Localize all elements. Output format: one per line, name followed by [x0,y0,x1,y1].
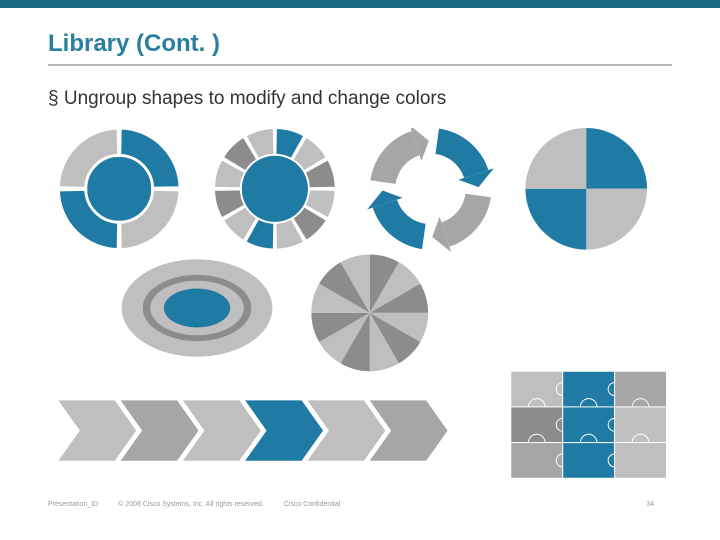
footer: Presentation_ID © 2008 Cisco Systems, In… [48,501,672,508]
bullet-text: Ungroup shapes to modify and change colo… [48,88,672,110]
title-underline [48,64,672,66]
footer-presentation-id: Presentation_ID [48,501,98,508]
page-title: Library (Cont. ) [48,30,672,58]
footer-copyright: © 2008 Cisco Systems, Inc. All rights re… [118,501,264,508]
top-accent-bar [0,0,720,8]
footer-confidential: Cisco Confidential [284,501,340,508]
footer-page-number: 34 [646,501,654,508]
slide: Library (Cont. ) Ungroup shapes to modif… [0,8,720,518]
shape-library-canvas [48,128,672,488]
